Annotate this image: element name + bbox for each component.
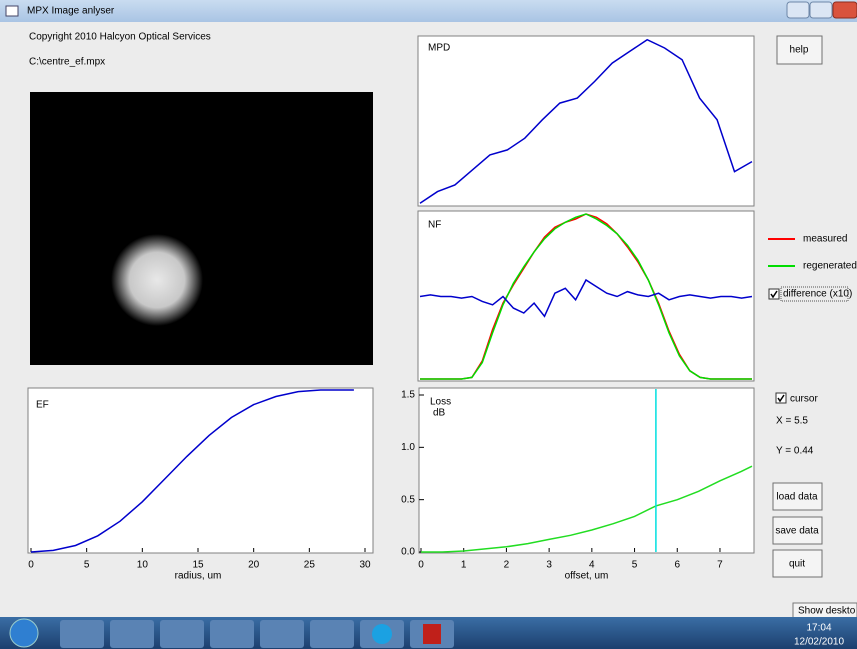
x-tick-label: 2: [504, 560, 510, 571]
clock-date: 12/02/2010: [794, 637, 844, 648]
x-tick-label: 3: [546, 560, 552, 571]
start-button[interactable]: [10, 619, 38, 647]
x-tick-label: 0: [418, 560, 424, 571]
save-button[interactable]: save data: [773, 517, 822, 544]
x-tick-label: 1: [461, 560, 467, 571]
page: MPX Image anlyser Copyright 2010 Halcyon…: [0, 0, 857, 649]
file-path: C:\centre_ef.mpx: [29, 57, 105, 68]
y-tick-label: 1.5: [401, 390, 415, 401]
clock-time: 17:04: [806, 623, 831, 634]
legend-label: regenerated: [803, 261, 857, 272]
mpd-panel: [418, 36, 754, 206]
nf-panel: [418, 211, 754, 381]
taskbar-app[interactable]: [260, 620, 304, 648]
y-tick-label: 0.5: [401, 494, 415, 505]
chart-title: Loss: [430, 397, 451, 408]
x-tick-label: 5: [84, 560, 90, 571]
chart-title: MPD: [428, 43, 450, 54]
app-window: MPX Image anlyser Copyright 2010 Halcyon…: [0, 0, 857, 649]
x-tick-label: 25: [304, 560, 316, 571]
taskbar-app[interactable]: [160, 620, 204, 648]
taskbar-app[interactable]: [60, 620, 104, 648]
tooltip-text: Show deskto: [798, 606, 856, 617]
cursor-x: X = 5.5: [776, 416, 808, 427]
x-tick-label: 10: [137, 560, 149, 571]
ef-panel: [28, 388, 373, 553]
x-axis-label: radius, um: [175, 571, 222, 582]
quit-button[interactable]: quit: [773, 550, 822, 577]
title-bar: [0, 0, 857, 22]
cursor-checkbox[interactable]: [776, 393, 786, 403]
x-tick-label: 0: [28, 560, 34, 571]
button-label[interactable]: help: [790, 45, 809, 56]
help-button[interactable]: help: [777, 36, 822, 64]
skype-icon: [372, 624, 392, 644]
y-tick-label: 0.0: [401, 547, 415, 558]
x-tick-label: 7: [717, 560, 723, 571]
load-button[interactable]: load data: [773, 483, 822, 510]
button-label[interactable]: save data: [775, 526, 819, 537]
button-label[interactable]: load data: [776, 492, 818, 503]
chart-title: NF: [428, 220, 441, 231]
chart-title: EF: [36, 400, 49, 411]
y-tick-label: 1.0: [401, 442, 415, 453]
taskbar-app[interactable]: [310, 620, 354, 648]
pdf-icon: [423, 624, 441, 644]
x-tick-label: 5: [632, 560, 638, 571]
mode-image: [30, 92, 373, 365]
y-axis-label: dB: [433, 408, 446, 419]
x-tick-label: 20: [248, 560, 260, 571]
x-tick-label: 30: [359, 560, 371, 571]
x-tick-label: 15: [192, 560, 204, 571]
taskbar-app[interactable]: [210, 620, 254, 648]
copyright: Copyright 2010 Halcyon Optical Services: [29, 32, 211, 43]
close-button[interactable]: [833, 2, 857, 18]
window-title: MPX Image anlyser: [27, 6, 115, 17]
minimize-button[interactable]: [787, 2, 809, 18]
app-icon: [6, 6, 18, 16]
maximize-button[interactable]: [810, 2, 832, 18]
button-label[interactable]: quit: [789, 559, 805, 570]
legend-label: measured: [803, 234, 847, 245]
x-tick-label: 4: [589, 560, 595, 571]
legend-checkbox[interactable]: [769, 289, 779, 299]
mode-spot: [111, 234, 203, 326]
taskbar-app[interactable]: [110, 620, 154, 648]
x-axis-label: offset, um: [565, 571, 609, 582]
x-tick-label: 6: [674, 560, 680, 571]
cursor-label[interactable]: cursor: [790, 394, 818, 405]
cursor-y: Y = 0.44: [776, 446, 814, 457]
loss-panel: [419, 388, 754, 553]
legend-label[interactable]: difference (x10): [783, 289, 852, 300]
